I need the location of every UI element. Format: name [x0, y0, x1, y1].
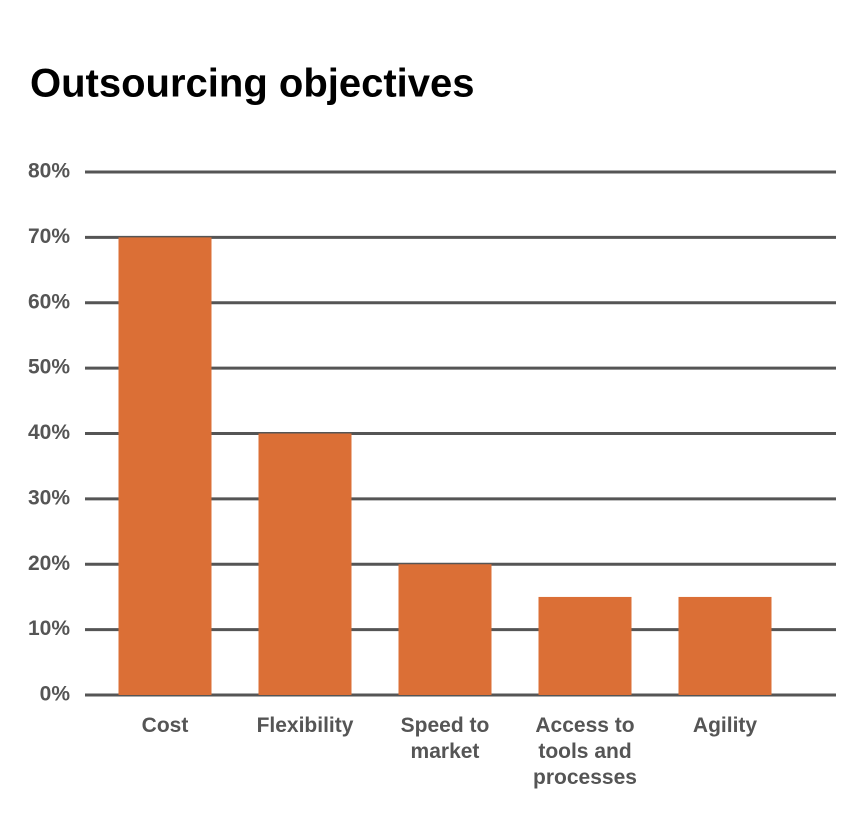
y-tick-label: 40%: [28, 421, 70, 444]
bar: [118, 237, 212, 695]
x-tick-label: Speed to market: [400, 714, 490, 763]
y-tick-label: 10%: [28, 617, 70, 640]
y-tick-label: 20%: [28, 552, 70, 575]
y-tick-label: 30%: [28, 486, 70, 509]
y-tick-label: 0%: [40, 683, 71, 706]
bar: [258, 433, 352, 695]
chart-title: Outsourcing objectives: [30, 62, 475, 106]
y-tick-label: 50%: [28, 356, 70, 379]
y-tick-label: 80%: [28, 160, 70, 183]
y-tick-label: 60%: [28, 290, 70, 313]
bar: [678, 596, 772, 695]
x-tick-label: Cost: [141, 714, 189, 737]
x-tick-label: Flexibility: [256, 714, 354, 737]
x-tick-label: Agility: [692, 714, 758, 737]
y-tick-label: 70%: [28, 225, 70, 248]
bar: [398, 564, 492, 695]
bar: [538, 596, 632, 695]
x-tick-label: Access to tools and processes: [533, 714, 637, 789]
